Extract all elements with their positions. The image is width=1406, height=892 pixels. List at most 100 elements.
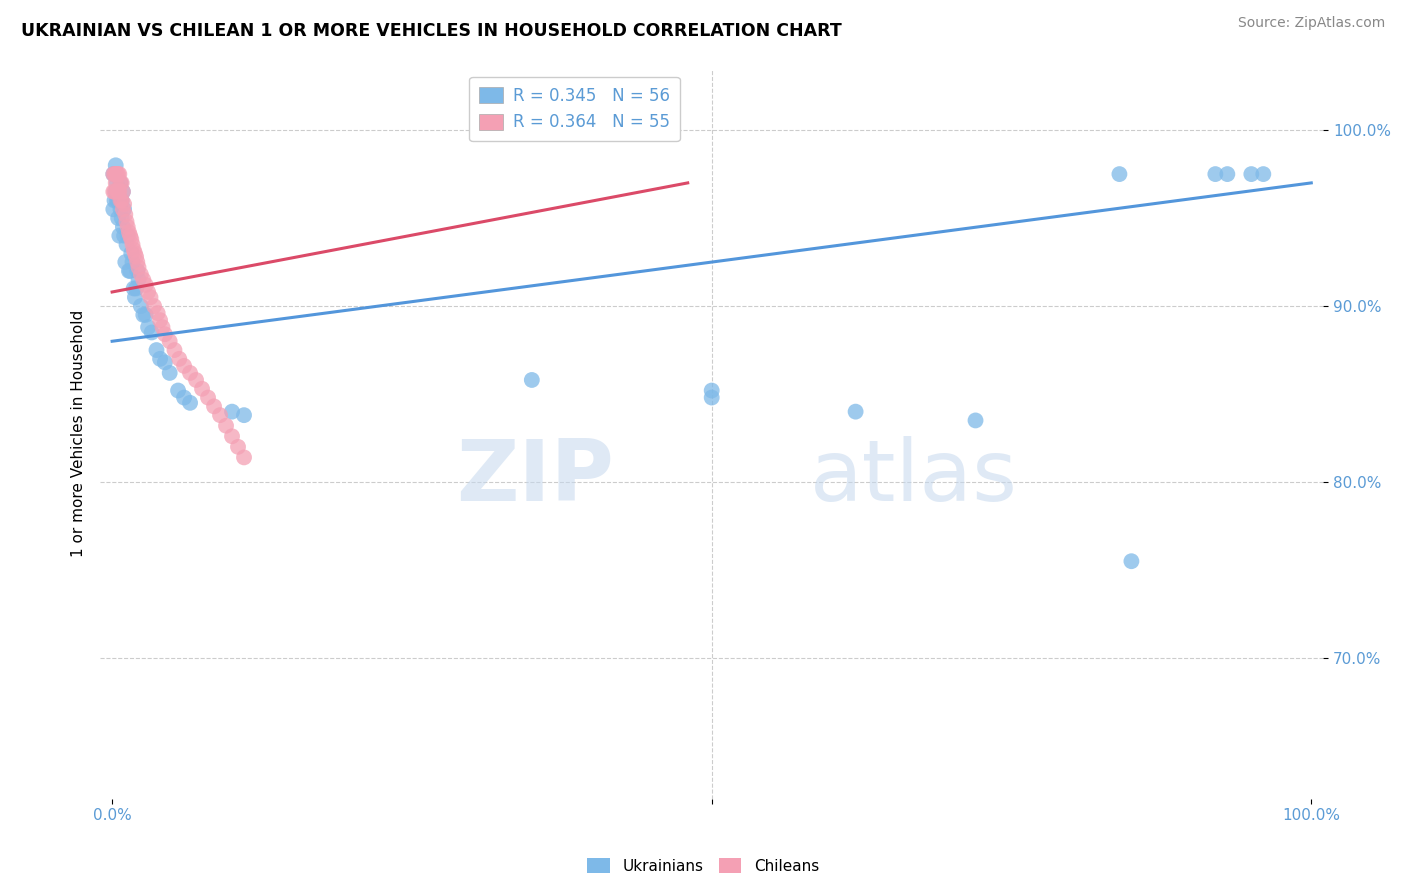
Point — [136, 320, 159, 334]
Point — [121, 237, 143, 252]
Point — [111, 185, 134, 199]
Point — [163, 343, 186, 357]
Point — [124, 246, 146, 260]
Point — [135, 308, 157, 322]
Point — [129, 299, 152, 313]
Point — [108, 185, 131, 199]
Point — [226, 440, 249, 454]
Point — [122, 243, 145, 257]
Point — [105, 176, 128, 190]
Point — [110, 202, 132, 217]
Point — [124, 290, 146, 304]
Point — [107, 211, 129, 225]
Point — [118, 264, 141, 278]
Point — [108, 194, 131, 208]
Point — [115, 214, 138, 228]
Legend: R = 0.345   N = 56, R = 0.364   N = 55: R = 0.345 N = 56, R = 0.364 N = 55 — [470, 77, 679, 141]
Point — [179, 396, 201, 410]
Point — [149, 351, 172, 366]
Point — [136, 285, 159, 299]
Point — [1121, 554, 1143, 568]
Point — [110, 176, 132, 190]
Point — [132, 273, 155, 287]
Point — [1216, 167, 1239, 181]
Point — [122, 281, 145, 295]
Point — [1108, 167, 1130, 181]
Point — [135, 277, 157, 292]
Point — [107, 167, 129, 181]
Point — [233, 450, 256, 465]
Point — [197, 391, 219, 405]
Point — [104, 158, 127, 172]
Point — [700, 384, 723, 398]
Point — [103, 185, 125, 199]
Point — [129, 268, 152, 282]
Point — [114, 255, 136, 269]
Point — [103, 194, 125, 208]
Point — [111, 194, 134, 208]
Point — [112, 228, 135, 243]
Point — [845, 404, 868, 418]
Point — [104, 185, 127, 199]
Point — [1253, 167, 1275, 181]
Point — [128, 273, 150, 287]
Point — [139, 290, 162, 304]
Point — [159, 366, 181, 380]
Point — [105, 194, 128, 208]
Point — [145, 343, 167, 357]
Point — [117, 228, 139, 243]
Point — [112, 197, 135, 211]
Point — [107, 185, 129, 199]
Point — [103, 167, 125, 181]
Point — [103, 202, 125, 217]
Point — [125, 250, 148, 264]
Point — [108, 228, 131, 243]
Point — [127, 255, 149, 269]
Legend: Ukrainians, Chileans: Ukrainians, Chileans — [581, 852, 825, 880]
Point — [179, 366, 201, 380]
Point — [127, 264, 149, 278]
Point — [221, 404, 243, 418]
Point — [111, 194, 134, 208]
Point — [111, 202, 134, 217]
Point — [110, 194, 132, 208]
Y-axis label: 1 or more Vehicles in Household: 1 or more Vehicles in Household — [72, 310, 86, 558]
Point — [108, 167, 131, 181]
Point — [173, 359, 195, 373]
Text: UKRAINIAN VS CHILEAN 1 OR MORE VEHICLES IN HOUSEHOLD CORRELATION CHART: UKRAINIAN VS CHILEAN 1 OR MORE VEHICLES … — [21, 22, 842, 40]
Point — [120, 228, 142, 243]
Point — [114, 208, 136, 222]
Point — [152, 320, 174, 334]
Point — [146, 306, 169, 320]
Point — [115, 237, 138, 252]
Point — [103, 167, 125, 181]
Point — [111, 176, 134, 190]
Point — [143, 299, 166, 313]
Point — [141, 326, 163, 340]
Point — [117, 219, 139, 234]
Point — [110, 176, 132, 190]
Point — [118, 225, 141, 239]
Point — [128, 260, 150, 275]
Point — [105, 167, 128, 181]
Point — [111, 211, 134, 225]
Point — [104, 167, 127, 181]
Point — [120, 232, 142, 246]
Point — [1240, 167, 1263, 181]
Point — [159, 334, 181, 349]
Point — [965, 413, 987, 427]
Point — [191, 382, 214, 396]
Point — [132, 308, 155, 322]
Point — [233, 408, 256, 422]
Point — [103, 167, 125, 181]
Text: ZIP: ZIP — [456, 436, 614, 519]
Point — [120, 246, 142, 260]
Point — [173, 391, 195, 405]
Point — [111, 219, 134, 234]
Point — [169, 351, 191, 366]
Point — [104, 176, 127, 190]
Point — [105, 185, 128, 199]
Point — [112, 202, 135, 217]
Point — [215, 418, 238, 433]
Point — [184, 373, 207, 387]
